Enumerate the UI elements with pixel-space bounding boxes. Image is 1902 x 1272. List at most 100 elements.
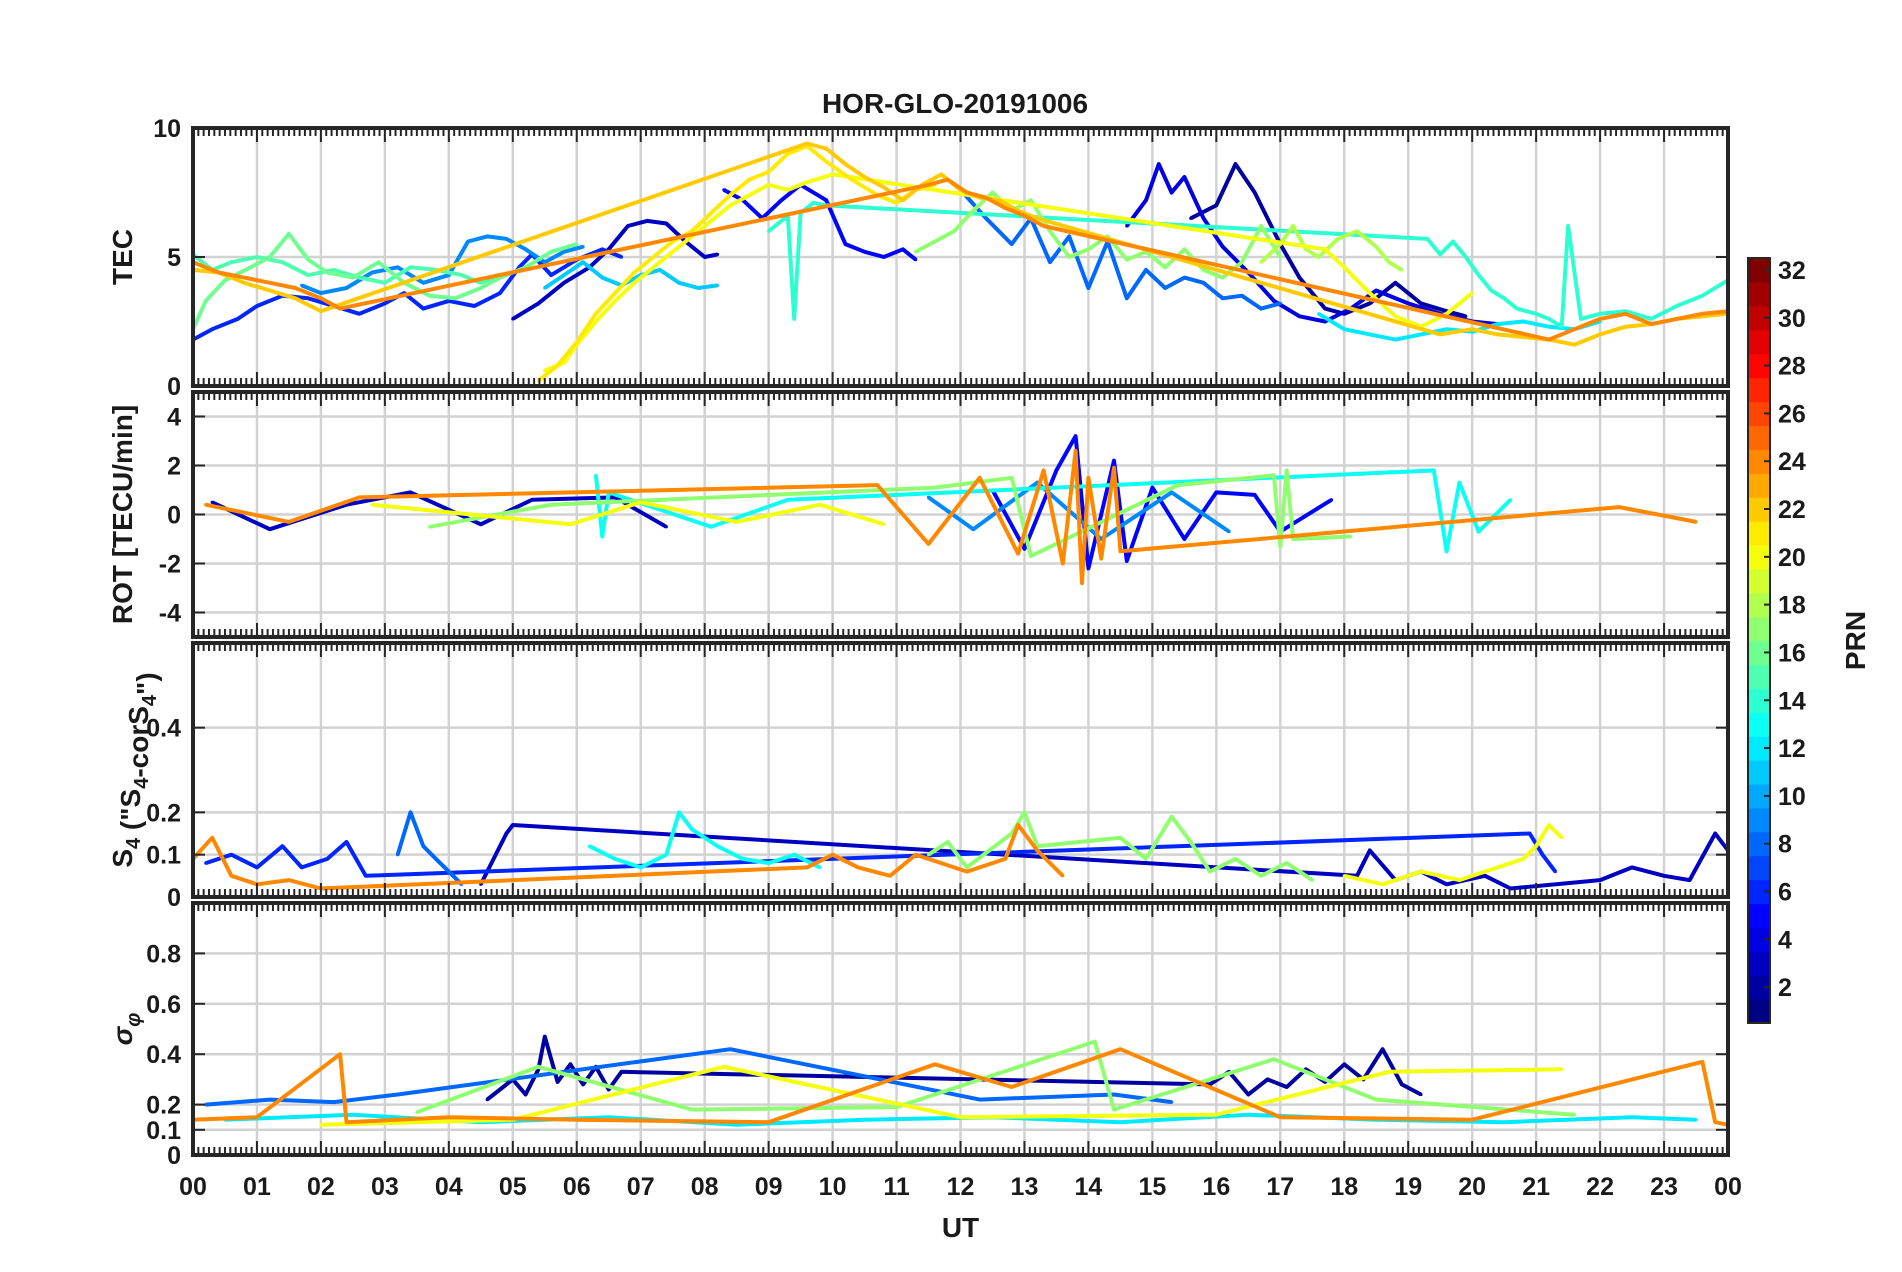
data-point [952,229,956,233]
data-point [1048,229,1052,233]
data-point [690,1108,694,1112]
data-point [1182,276,1186,280]
data-point [1214,1113,1218,1117]
data-point [632,270,636,275]
data-point [1278,1115,1282,1119]
data-point [1163,286,1167,290]
data-point [1457,878,1461,882]
data-point [1553,870,1557,874]
data-point [735,1123,739,1127]
data-point [1112,466,1116,470]
data-point [1329,498,1334,502]
data-point [338,307,342,311]
data-point [594,473,598,477]
data-point [268,527,272,531]
data-point [1278,544,1282,549]
colorbar-tick-label: 26 [1778,400,1806,428]
data-point [722,188,726,192]
data-point [1214,490,1218,494]
data-point [280,260,285,264]
data-point [1246,1092,1250,1097]
data-point [1042,224,1046,228]
data-point [1419,1092,1423,1097]
data-point [1144,268,1148,272]
data-point [1579,317,1583,321]
data-point [792,317,796,321]
data-point [1291,224,1295,228]
data-point [958,1115,963,1119]
data-point [824,147,828,151]
data-point [805,865,809,870]
data-point [332,1100,336,1104]
y-tick-label: -2 [159,551,181,579]
data-point [543,368,547,373]
data-point [1649,317,1653,321]
data-point [1265,1077,1270,1081]
colorbar-segment [1748,664,1770,689]
data-point [204,299,208,303]
colorbar-segment [1748,568,1770,594]
axes-frame [191,126,1730,388]
data-point [1342,265,1346,269]
data-point [1061,561,1065,566]
data-point [1272,1057,1276,1061]
data-point [1694,520,1698,524]
data-point [1515,307,1519,311]
data-point [767,1120,771,1124]
data-point [1368,332,1372,336]
data-point [1355,229,1359,233]
data-point [1144,857,1148,861]
data-point [1457,481,1461,485]
data-point [613,857,617,861]
data-point [460,273,464,277]
data-point [466,239,470,244]
data-point [447,299,451,303]
x-tick-label: 08 [691,1173,719,1201]
data-point [319,291,323,295]
data-point [728,203,732,207]
data-point [562,250,566,254]
data-point [511,823,515,827]
data-point [1285,861,1289,865]
data-point [1342,1062,1346,1066]
data-point [1470,1118,1474,1122]
data-point [933,1062,937,1066]
data-point [639,500,643,504]
colorbar-segment [1748,616,1770,642]
colorbar-tick-label: 2 [1778,974,1792,1002]
data-point [926,495,931,499]
colorbar-segment [1748,425,1770,450]
data-point [242,276,246,280]
data-point [1649,322,1653,326]
data-point [984,196,988,200]
x-tick-label: 05 [499,1173,527,1201]
data-point [728,1047,732,1051]
data-point [1182,537,1186,541]
colorbar-segment [1748,640,1770,666]
data-point [863,1118,867,1122]
axes-frame [191,901,1730,1157]
data-point [268,288,272,293]
colorbar-tick-label: 24 [1778,448,1806,476]
data-point [1662,874,1666,878]
colorbar-segment [1748,353,1770,379]
data-point [824,159,828,164]
data-point [600,276,604,280]
data-point [1700,312,1704,316]
data-point [1368,301,1372,305]
data-point [370,270,374,275]
data-point [600,247,604,251]
colorbar-segment [1748,879,1770,905]
y-axis-title-s4: S4 ("S4-corS4") [107,672,162,867]
data-point [1598,312,1602,316]
data-point [1534,844,1538,848]
x-tick-label: 00 [1714,1173,1742,1201]
data-point [779,219,784,223]
data-point [728,193,732,197]
series-line-rot [371,500,885,527]
data-point [1278,255,1282,259]
data-point [1598,878,1602,882]
data-point [632,281,636,285]
